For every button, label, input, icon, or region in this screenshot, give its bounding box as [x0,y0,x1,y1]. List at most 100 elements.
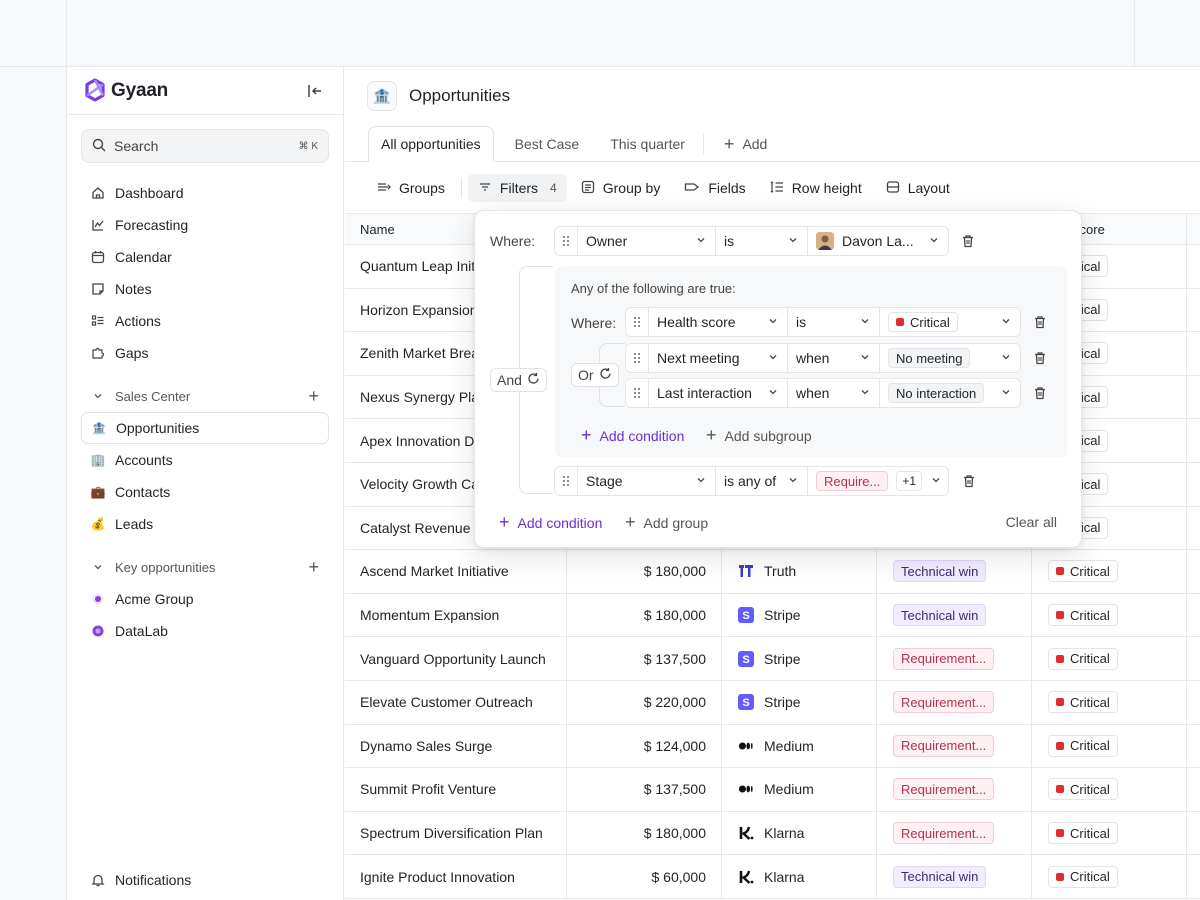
condition-operator-select[interactable]: is [787,307,880,337]
condition-value-select[interactable]: Critical [879,307,1021,337]
clear-all-button[interactable]: Clear all [1005,514,1057,530]
condition-value-select[interactable]: No interaction [879,378,1021,408]
opportunity-name[interactable]: Ascend Market Initiative [360,563,509,580]
opportunity-name[interactable]: Summit Profit Venture [360,781,497,798]
table-row[interactable]: Ignite Product Innovation $ 60,000 Klarna T… [345,855,1200,899]
table-row[interactable]: Vanguard Opportunity Launch $ 137,500 S Str… [345,637,1200,681]
add-group-button[interactable]: + Add group [625,512,708,533]
company-cell[interactable]: Truth [721,550,876,593]
drag-handle-icon[interactable] [625,343,649,373]
opportunity-name[interactable]: Horizon Expansion [360,301,478,318]
company-cell[interactable]: S Stripe [721,680,876,724]
section-header-key-opportunities[interactable]: Key opportunities + [81,551,329,583]
tab-all-opportunities[interactable]: All opportunities [368,126,494,162]
and-toggle[interactable]: And [490,368,547,392]
nav-item-accounts[interactable]: 🏢 Accounts [81,444,329,476]
company-cell[interactable]: Klarna [721,811,876,855]
add-icon[interactable]: + [308,556,319,577]
layout-button[interactable]: Layout [876,174,960,202]
group-by-button[interactable]: Group by [571,174,671,202]
opportunity-name[interactable]: Elevate Customer Outreach [360,694,533,711]
health-cell[interactable]: Critical [1031,724,1186,768]
health-cell[interactable]: Critical [1031,637,1186,680]
opportunity-name[interactable]: Vanguard Opportunity Launch [360,650,546,667]
stage-cell[interactable]: Requirement... [876,680,1031,724]
drag-handle-icon[interactable] [554,466,578,496]
table-row[interactable]: Dynamo Sales Surge $ 124,000 Medium Require… [345,724,1200,769]
table-row[interactable]: Elevate Customer Outreach $ 220,000 S Strip… [345,680,1200,725]
opportunity-name[interactable]: Spectrum Diversification Plan [360,825,543,842]
nav-item-actions[interactable]: Actions [81,305,329,337]
condition-field-select[interactable]: Health score [648,307,788,337]
fields-button[interactable]: Fields [674,174,755,202]
stage-field-select[interactable]: Stage [577,466,716,496]
stage-cell[interactable]: Technical win [876,550,1031,593]
search-input[interactable]: Search ⌘ K [81,129,329,163]
brand[interactable]: Gyaan [83,77,168,103]
condition-field-select[interactable]: Next meeting [648,343,788,373]
nav-item-notifications[interactable]: Notifications [81,864,329,896]
opportunity-name[interactable]: Momentum Expansion [360,607,500,624]
opportunity-name[interactable]: Velocity Growth Ca [360,476,480,493]
stage-cell[interactable]: Technical win [876,855,1031,898]
condition-operator-select[interactable]: when [787,343,880,373]
owner-value-select[interactable]: Davon La... [807,226,949,256]
drag-handle-icon[interactable] [554,226,578,256]
nav-item-calendar[interactable]: Calendar [81,241,329,273]
nav-item-opportunities[interactable]: 🏦 Opportunities [81,412,329,444]
opportunity-name[interactable]: Quantum Leap Initi [360,258,479,275]
trash-icon[interactable] [961,473,977,489]
page-icon[interactable]: 🏦 [367,81,397,111]
condition-field-select[interactable]: Last interaction [648,378,788,408]
company-cell[interactable]: Medium [721,768,876,811]
tab-best-case[interactable]: Best Case [514,136,580,152]
stage-cell[interactable]: Requirement... [876,637,1031,680]
table-row[interactable]: Spectrum Diversification Plan $ 180,000 Kl… [345,811,1200,856]
trash-icon[interactable] [1032,350,1048,366]
nav-item-acme-group[interactable]: Acme Group [81,583,329,615]
trash-icon[interactable] [1032,385,1048,401]
condition-value-select[interactable]: No meeting [879,343,1021,373]
condition-operator-select[interactable]: when [787,378,880,408]
drag-handle-icon[interactable] [625,307,649,337]
groups-button[interactable]: Groups [367,174,455,202]
company-cell[interactable]: Medium [721,724,876,768]
health-cell[interactable]: Critical [1031,550,1186,593]
column-header-name[interactable]: Name [360,222,395,237]
nav-item-contacts[interactable]: 💼 Contacts [81,476,329,508]
nav-item-leads[interactable]: 💰 Leads [81,508,329,540]
owner-field-select[interactable]: Owner [577,226,716,256]
nav-item-dashboard[interactable]: Dashboard [81,177,329,209]
nav-item-forecasting[interactable]: Forecasting [81,209,329,241]
company-cell[interactable]: S Stripe [721,637,876,680]
opportunity-name[interactable]: Catalyst Revenue E [360,519,484,536]
table-row[interactable]: Ascend Market Initiative $ 180,000 Truth Te… [345,550,1200,594]
table-row[interactable]: Momentum Expansion $ 180,000 S Stripe Techni… [345,593,1200,638]
add-condition-button[interactable]: + Add condition [581,425,684,446]
or-toggle[interactable]: Or [571,363,619,387]
opportunity-name[interactable]: Ignite Product Innovation [360,868,515,885]
health-cell[interactable]: Critical [1031,680,1186,724]
nav-item-gaps[interactable]: Gaps [81,337,329,369]
collapse-sidebar-icon[interactable] [305,81,325,101]
filters-button[interactable]: Filters 4 [467,174,567,202]
nav-item-datalab[interactable]: DataLab [81,615,329,647]
opportunity-name[interactable]: Zenith Market Brea [360,345,480,362]
opportunity-name[interactable]: Dynamo Sales Surge [360,737,493,754]
stage-cell[interactable]: Requirement... [876,811,1031,855]
trash-icon[interactable] [960,233,976,249]
row-height-button[interactable]: Row height [760,174,872,202]
health-cell[interactable]: Critical [1031,811,1186,855]
section-header-sales-center[interactable]: Sales Center + [81,380,329,412]
company-cell[interactable]: S Stripe [721,593,876,637]
add-icon[interactable]: + [308,385,319,406]
company-cell[interactable]: Klarna [721,855,876,898]
add-condition-button[interactable]: + Add condition [499,512,602,533]
add-subgroup-button[interactable]: + Add subgroup [706,425,812,446]
health-cell[interactable]: Critical [1031,855,1186,898]
stage-cell[interactable]: Technical win [876,593,1031,637]
stage-operator-select[interactable]: is any of [715,466,808,496]
tab-this-quarter[interactable]: This quarter [610,136,685,152]
health-cell[interactable]: Critical [1031,593,1186,637]
opportunity-name[interactable]: Apex Innovation Dr [360,432,480,449]
